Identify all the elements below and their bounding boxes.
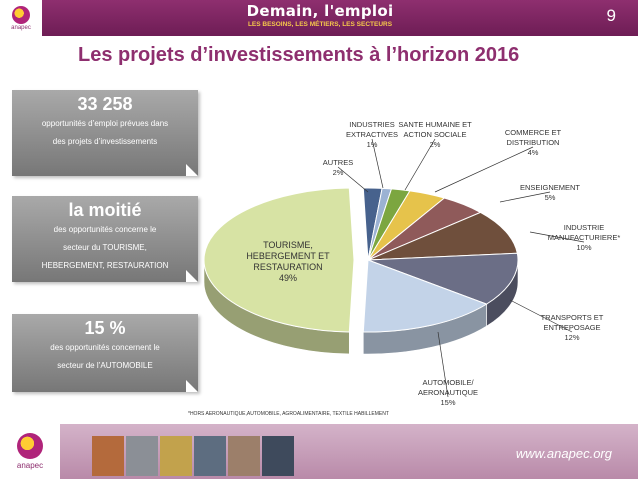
card-fold [186,380,198,392]
header-title: Demain, l'emploi [246,2,394,20]
stat-card-automobile: 15 % des opportunités concernent le sect… [12,314,198,392]
pie-slice-label: TRANSPORTS ET [541,313,604,322]
stat-card-line: des opportunités concernent le [50,343,160,352]
pie-slice-label: MANUFACTURIERE* [548,233,621,242]
pie-slice-label: AUTOMOBILE/ [422,378,474,387]
pie-leader-line [499,191,551,203]
header-subtitle: LES BESOINS, LES MÉTIERS, LES SECTEURS [247,21,393,28]
pie-slice [203,187,355,333]
stat-card-line: des projets d’investissements [52,137,158,146]
stat-card-value: la moitié [68,200,142,220]
pie-slice-label: INDUSTRIE [564,223,604,232]
footer-photo [262,436,294,476]
pie-slice-percent: 15% [440,398,455,407]
page-number: 9 [606,6,616,25]
stat-card-opportunities: 33 258 opportunités d’emploi prévues dan… [12,90,198,176]
stat-card-line: secteur du TOURISME, [63,243,147,252]
chart-footnote: *HORS AERONAUTIQUE,AUTOMOBILE, AGROALIME… [188,411,389,417]
footer-photo [92,436,124,476]
pie-slice-percent: 49% [279,273,297,283]
pie-leader-line [509,299,573,333]
pie-slice-label: HEBERGEMENT ET [246,251,330,261]
pie-leader-line [371,138,384,189]
pie-slice-label: TOURISME, [263,240,313,250]
header-logo[interactable]: anapec [0,0,42,36]
header-bar [0,0,638,36]
stat-card-line: des opportunités concerne le [53,225,157,234]
pie-slice-label: ENTREPOSAGE [543,323,600,332]
stat-card-tourism: la moitié des opportunités concerne le s… [12,196,198,282]
footer-photo [194,436,226,476]
pie-slice-percent: 2% [430,140,441,149]
card-fold [186,270,198,282]
footer-photo [228,436,260,476]
stat-card-value: 15 % [84,318,126,338]
stat-card-line: HEBERGEMENT, RESTAURATION [41,261,169,270]
pie-slice-percent: 4% [528,148,539,157]
pie-slice-label: RESTAURATION [253,262,322,272]
pie-slice [367,211,518,261]
footer-photo [160,436,192,476]
pie-slice-label: INDUSTRIES [349,120,394,129]
anapec-logo-icon [12,5,30,24]
pie-leader-line [434,146,534,193]
page-title: Les projets d’investissements à l’horizo… [78,44,520,66]
pie-leader-line [529,231,585,243]
pie-leader-line [337,166,369,193]
pie-slice-percent: 2% [333,168,344,177]
pie-slice-label: DISTRIBUTION [507,138,560,147]
pie-slice-label: AUTRES [323,158,353,167]
footer-photo-strip [92,436,296,476]
footer-photo [126,436,158,476]
pie-leader-line [404,138,436,191]
card-fold [186,164,198,176]
pie-slice-label: EXTRACTIVES [346,130,398,139]
pie-slice [367,252,519,305]
stat-card-value: 33 258 [77,94,133,114]
pie-slice-percent: 12% [564,333,579,342]
pie-slice [362,259,488,333]
pie-slice-label: AERONAUTIQUE [418,388,478,397]
stat-card-line: opportunités d’emploi prévues dans [41,119,169,128]
pie-slice-percent: 1% [367,140,378,149]
footer-logo[interactable]: anapec [0,424,60,479]
stat-card-line: secteur de l’AUTOMOBILE [57,361,153,370]
anapec-logo-icon [17,433,43,459]
pie-slice-label: ENSEIGNEMENT [520,183,580,192]
pie-slice-percent: 5% [545,193,556,202]
pie-slice-label: COMMERCE ET [505,128,562,137]
pie-slice-label: SANTE HUMAINE ET [398,120,472,129]
footer-logo-text: anapec [16,461,44,470]
pie-leader-line [437,331,449,398]
pie-slice-label: ACTION SOCIALE [404,130,467,139]
website-link[interactable]: www.anapec.org [515,446,612,461]
pie-slice-percent: 10% [576,243,591,252]
header-logo-text: anapec [11,24,31,31]
